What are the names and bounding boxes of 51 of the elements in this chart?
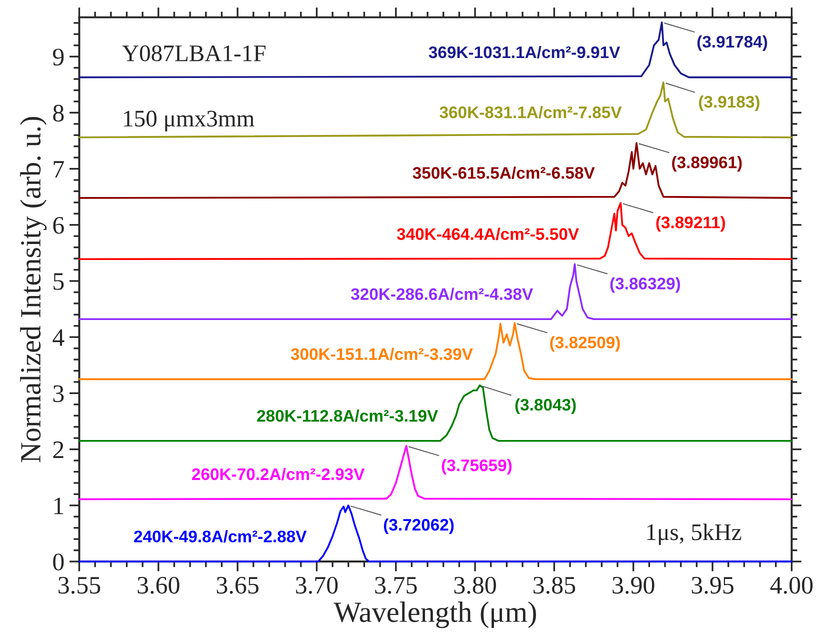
line-series	[78, 384, 793, 442]
x-axis-title: Wavelength (μm)	[334, 602, 536, 628]
x-tick-label: 4.00	[770, 576, 813, 594]
x-tick-label: 3.55	[58, 576, 100, 594]
annotation: (3.72062)	[384, 518, 454, 534]
annotation: (3.75659)	[442, 459, 512, 475]
line-series	[78, 21, 793, 78]
annotation: Y087LBA1-1F	[122, 45, 266, 62]
series-label: 350K-615.5A/cm²-6.58V	[412, 166, 595, 179]
series-label: 340K-464.4A/cm²-5.50V	[396, 228, 579, 240]
y-tick-label: 3	[53, 385, 64, 402]
y-tick-label: 9	[52, 48, 64, 66]
y-tick-label: 5	[54, 273, 64, 290]
line-series	[78, 81, 793, 138]
x-tick-label: 3.95	[692, 576, 734, 594]
annotation: (3.82509)	[550, 336, 620, 352]
series-label: 280K-112.8A/cm²-3.19V	[257, 410, 438, 422]
y-tick-label: 7	[54, 161, 64, 178]
annotation: (3.91784)	[697, 35, 768, 51]
annotation: (3.89211)	[656, 216, 726, 232]
y-tick-label: 2	[53, 441, 64, 458]
annotation: (3.86329)	[610, 277, 680, 293]
y-tick-label: 1	[54, 498, 64, 514]
y-tick-label: 6	[53, 217, 64, 234]
line-series	[78, 142, 793, 199]
x-tick-label: 3.75	[375, 576, 417, 594]
series-label: 369K-1031.1A/cm²-9.91V	[428, 46, 620, 58]
annotation: (3.8043)	[515, 398, 576, 414]
x-tick-label: 3.60	[138, 576, 180, 594]
line-series	[78, 202, 793, 260]
annotation: 150 μmx3mm	[124, 110, 254, 132]
series-label: 320K-286.6A/cm²-4.38V	[350, 288, 534, 300]
x-tick-label: 3.70	[296, 576, 338, 594]
series-label: 360K-831.1A/cm²-7.85V	[440, 106, 622, 118]
y-tick-label: 8	[53, 104, 64, 122]
series-label: 300K-151.1A/cm²-3.39V	[290, 348, 473, 360]
line-series	[78, 322, 793, 380]
annotation: 1μs, 5kHz	[647, 524, 742, 546]
x-tick-label: 3.65	[216, 576, 258, 594]
line-series	[78, 445, 793, 500]
series-label: 260K-70.2A/cm²-2.93V	[192, 468, 365, 480]
y-axis-title: Normalized Intensity (arb. u.)	[20, 116, 47, 462]
annotation: (3.9183)	[698, 95, 760, 111]
x-tick-label: 3.85	[534, 576, 576, 594]
annotation: (3.89961)	[672, 156, 742, 172]
y-tick-label: 4	[52, 329, 64, 346]
x-tick-label: 3.90	[612, 576, 654, 594]
series-label: 240K-49.8A/cm²-2.88V	[134, 530, 307, 543]
y-tick-label: 0	[53, 554, 64, 570]
line-series	[78, 263, 793, 320]
x-tick-label: 3.80	[454, 576, 496, 594]
